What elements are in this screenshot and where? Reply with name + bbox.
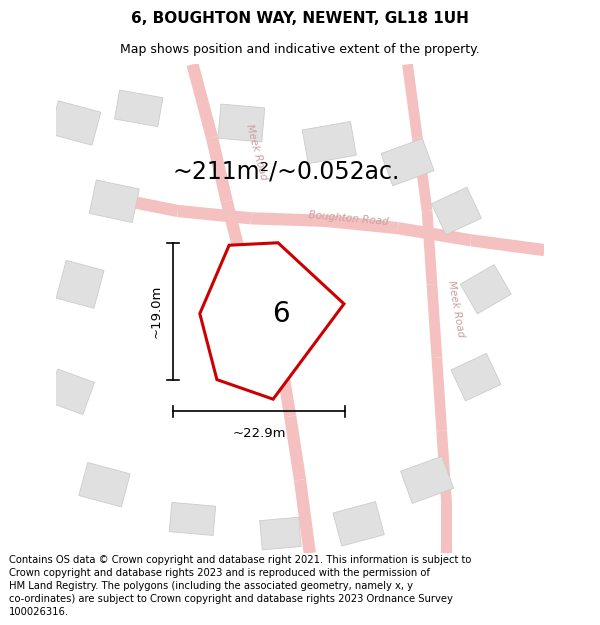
Polygon shape [302, 121, 356, 164]
Polygon shape [412, 137, 433, 212]
Polygon shape [187, 62, 218, 139]
Polygon shape [436, 431, 452, 504]
Text: ~211m²/~0.052ac.: ~211m²/~0.052ac. [173, 160, 400, 184]
Polygon shape [274, 357, 296, 418]
Polygon shape [260, 518, 301, 550]
Text: 6: 6 [272, 299, 289, 328]
Polygon shape [397, 222, 472, 246]
Polygon shape [451, 353, 501, 401]
Polygon shape [441, 504, 452, 553]
Text: Contains OS data © Crown copyright and database right 2021. This information is : Contains OS data © Crown copyright and d… [9, 554, 472, 618]
Polygon shape [236, 258, 266, 311]
Polygon shape [284, 416, 306, 481]
Polygon shape [177, 205, 252, 224]
Polygon shape [56, 261, 104, 308]
Polygon shape [333, 502, 385, 546]
Polygon shape [431, 188, 481, 235]
Polygon shape [401, 456, 454, 503]
Polygon shape [206, 136, 233, 202]
Polygon shape [221, 200, 247, 261]
Polygon shape [103, 191, 179, 217]
Text: Map shows position and indicative extent of the property.: Map shows position and indicative extent… [120, 42, 480, 56]
Polygon shape [381, 139, 434, 186]
Polygon shape [218, 104, 265, 142]
Polygon shape [46, 369, 95, 414]
Polygon shape [251, 213, 325, 227]
Polygon shape [50, 101, 101, 145]
Text: ~19.0m: ~19.0m [149, 284, 163, 338]
Polygon shape [115, 90, 163, 127]
Text: Boughton Road: Boughton Road [308, 210, 389, 227]
Polygon shape [422, 211, 437, 284]
Polygon shape [169, 503, 215, 536]
Polygon shape [431, 357, 447, 431]
Polygon shape [89, 180, 139, 222]
Polygon shape [200, 242, 344, 399]
Text: 6, BOUGHTON WAY, NEWENT, GL18 1UH: 6, BOUGHTON WAY, NEWENT, GL18 1UH [131, 11, 469, 26]
Polygon shape [324, 215, 398, 234]
Polygon shape [460, 264, 511, 314]
Polygon shape [255, 306, 286, 360]
Polygon shape [402, 64, 422, 138]
Text: Meek Road: Meek Road [244, 123, 268, 181]
Text: ~22.9m: ~22.9m [232, 427, 286, 440]
Polygon shape [79, 462, 130, 507]
Text: Meek Road: Meek Road [446, 279, 466, 338]
Polygon shape [294, 479, 316, 554]
Polygon shape [427, 284, 442, 358]
Polygon shape [470, 234, 545, 256]
